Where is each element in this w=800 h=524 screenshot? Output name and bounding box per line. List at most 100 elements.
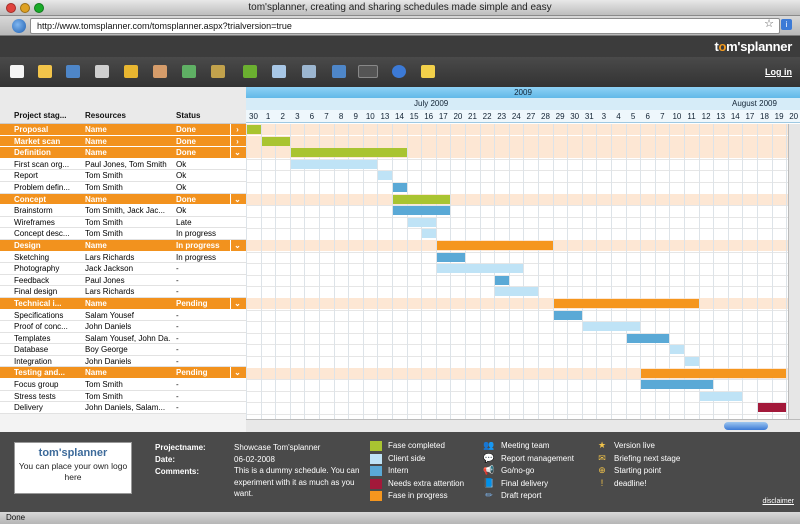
gantt-bar-intern[interactable] [641,380,714,390]
task-resources[interactable]: Tom Smith, Jack Jac... [85,206,166,216]
task-name[interactable]: Focus group [14,380,59,390]
task-row[interactable]: Focus group Tom Smith - [0,379,246,391]
task-resources[interactable]: Name [85,240,107,250]
task-resources[interactable]: Name [85,136,107,146]
task-resources[interactable]: Tom Smith [85,380,123,390]
task-status[interactable]: - [176,264,179,274]
zoom-window-button[interactable] [34,3,44,13]
phase-row[interactable]: Technical i... Name Pending ⌄ [0,297,246,310]
task-row[interactable]: Photography Jack Jackson - [0,263,246,275]
task-status[interactable]: Done [176,194,196,204]
task-resources[interactable]: Lars Richards [85,252,135,262]
task-resources[interactable]: Name [85,125,107,134]
print-icon[interactable] [95,65,109,78]
task-status[interactable]: Done [176,125,196,134]
task-resources[interactable]: Name [85,148,107,158]
phase-row[interactable]: Market scan Name Done › [0,135,246,148]
task-status[interactable]: - [176,356,179,366]
column-header-status[interactable]: Status [176,111,201,120]
task-status[interactable]: Pending [176,298,208,308]
note-icon[interactable] [421,65,435,78]
task-row[interactable]: Integration John Daniels - [0,355,246,368]
task-resources[interactable]: Tom Smith [85,217,123,227]
task-name[interactable]: Proof of conc... [14,322,68,332]
phase-row[interactable]: Design Name In progress ⌄ [0,239,246,252]
task-name[interactable]: Database [14,345,49,355]
task-status[interactable]: - [176,333,179,343]
task-name[interactable]: Testing and... [14,368,65,378]
task-name[interactable]: Templates [14,333,51,343]
vertical-scrollbar[interactable] [788,124,800,419]
scroll-thumb[interactable] [724,422,768,430]
task-status[interactable]: Ok [176,182,187,192]
custom-logo-box[interactable]: tom'splanner You can place your own logo… [14,442,132,494]
task-status[interactable]: In progress [176,252,217,262]
window-icon[interactable] [272,65,286,78]
lock-icon[interactable] [124,65,138,78]
gantt-bar-intern[interactable] [495,275,509,285]
login-link[interactable]: Log in [765,67,792,77]
task-resources[interactable]: Tom Smith [85,171,123,181]
undo-icon[interactable] [243,65,257,78]
task-status[interactable]: Done [176,148,196,158]
task-row[interactable]: Wireframes Tom Smith Late [0,216,246,229]
task-row[interactable]: Specifications Salam Yousef - [0,309,246,322]
gantt-bar-done[interactable] [247,125,261,134]
task-row[interactable]: Concept desc... Tom Smith In progress [0,228,246,240]
warning-icon[interactable] [332,65,346,78]
gantt-bar-client[interactable] [290,159,378,169]
gantt-bar-client[interactable] [582,322,641,332]
gantt-bar-intern[interactable] [553,310,582,320]
task-resources[interactable]: John Daniels [85,322,132,332]
task-row[interactable]: Proof of conc... John Daniels - [0,321,246,333]
task-resources[interactable]: Name [85,194,107,204]
project-comments-value[interactable]: This is a dummy schedule. You can experi… [234,466,360,498]
task-row[interactable]: Problem defin... Tom Smith Ok [0,181,246,194]
task-name[interactable]: Definition [14,148,51,158]
task-resources[interactable]: Salam Yousef [85,310,134,320]
gantt-bar-intern[interactable] [436,252,465,262]
gantt-bar-done[interactable] [393,194,451,204]
task-row[interactable]: Sketching Lars Richards In progress [0,251,246,264]
task-status[interactable]: - [176,310,179,320]
bookmark-star-icon[interactable]: ☆ [764,18,774,30]
task-row[interactable]: Templates Salam Yousef, John Da... - [0,332,246,345]
gantt-bar-client[interactable] [670,345,684,355]
task-row[interactable]: Delivery John Daniels, Salam... - [0,402,246,414]
open-folder-icon[interactable] [38,65,52,78]
task-resources[interactable]: Name [85,368,107,378]
task-resources[interactable]: Lars Richards [85,287,135,297]
task-status[interactable]: - [176,345,179,355]
gantt-bar-intern[interactable] [626,333,670,343]
task-resources[interactable]: Boy George [85,345,128,355]
gantt-bar-client[interactable] [422,229,436,239]
task-row[interactable]: Feedback Paul Jones - [0,274,246,287]
task-name[interactable]: First scan org... [14,159,70,169]
task-name[interactable]: Integration [14,356,52,366]
import-icon[interactable] [211,65,225,78]
close-window-button[interactable] [6,3,16,13]
url-input[interactable]: http://www.tomsplanner.com/tomsplanner.a… [30,18,780,34]
gantt-bar-client[interactable] [378,171,392,181]
gantt-bar-intern[interactable] [393,183,407,192]
gantt-bar-attention[interactable] [758,403,787,413]
task-row[interactable]: Report Tom Smith Ok [0,170,246,182]
task-name[interactable]: Final design [14,287,58,297]
export-icon[interactable] [182,65,196,78]
info-icon[interactable]: i [781,19,792,30]
task-resources[interactable]: Tom Smith [85,182,123,192]
task-status[interactable]: Late [176,217,192,227]
settings-icon[interactable] [302,65,316,78]
gantt-bar-progress[interactable] [641,368,787,378]
expand-toggle-icon[interactable]: ⌄ [230,239,244,251]
task-status[interactable]: - [176,380,179,390]
task-status[interactable]: - [176,287,179,297]
task-status[interactable]: - [176,403,179,413]
task-status[interactable]: In progress [176,229,217,239]
task-name[interactable]: Sketching [14,252,50,262]
phase-row[interactable]: Testing and... Name Pending ⌄ [0,367,246,380]
task-name[interactable]: Technical i... [14,298,62,308]
expand-toggle-icon[interactable]: ⌄ [230,193,244,205]
task-name[interactable]: Concept desc... [14,229,70,239]
task-status[interactable]: - [176,391,179,401]
